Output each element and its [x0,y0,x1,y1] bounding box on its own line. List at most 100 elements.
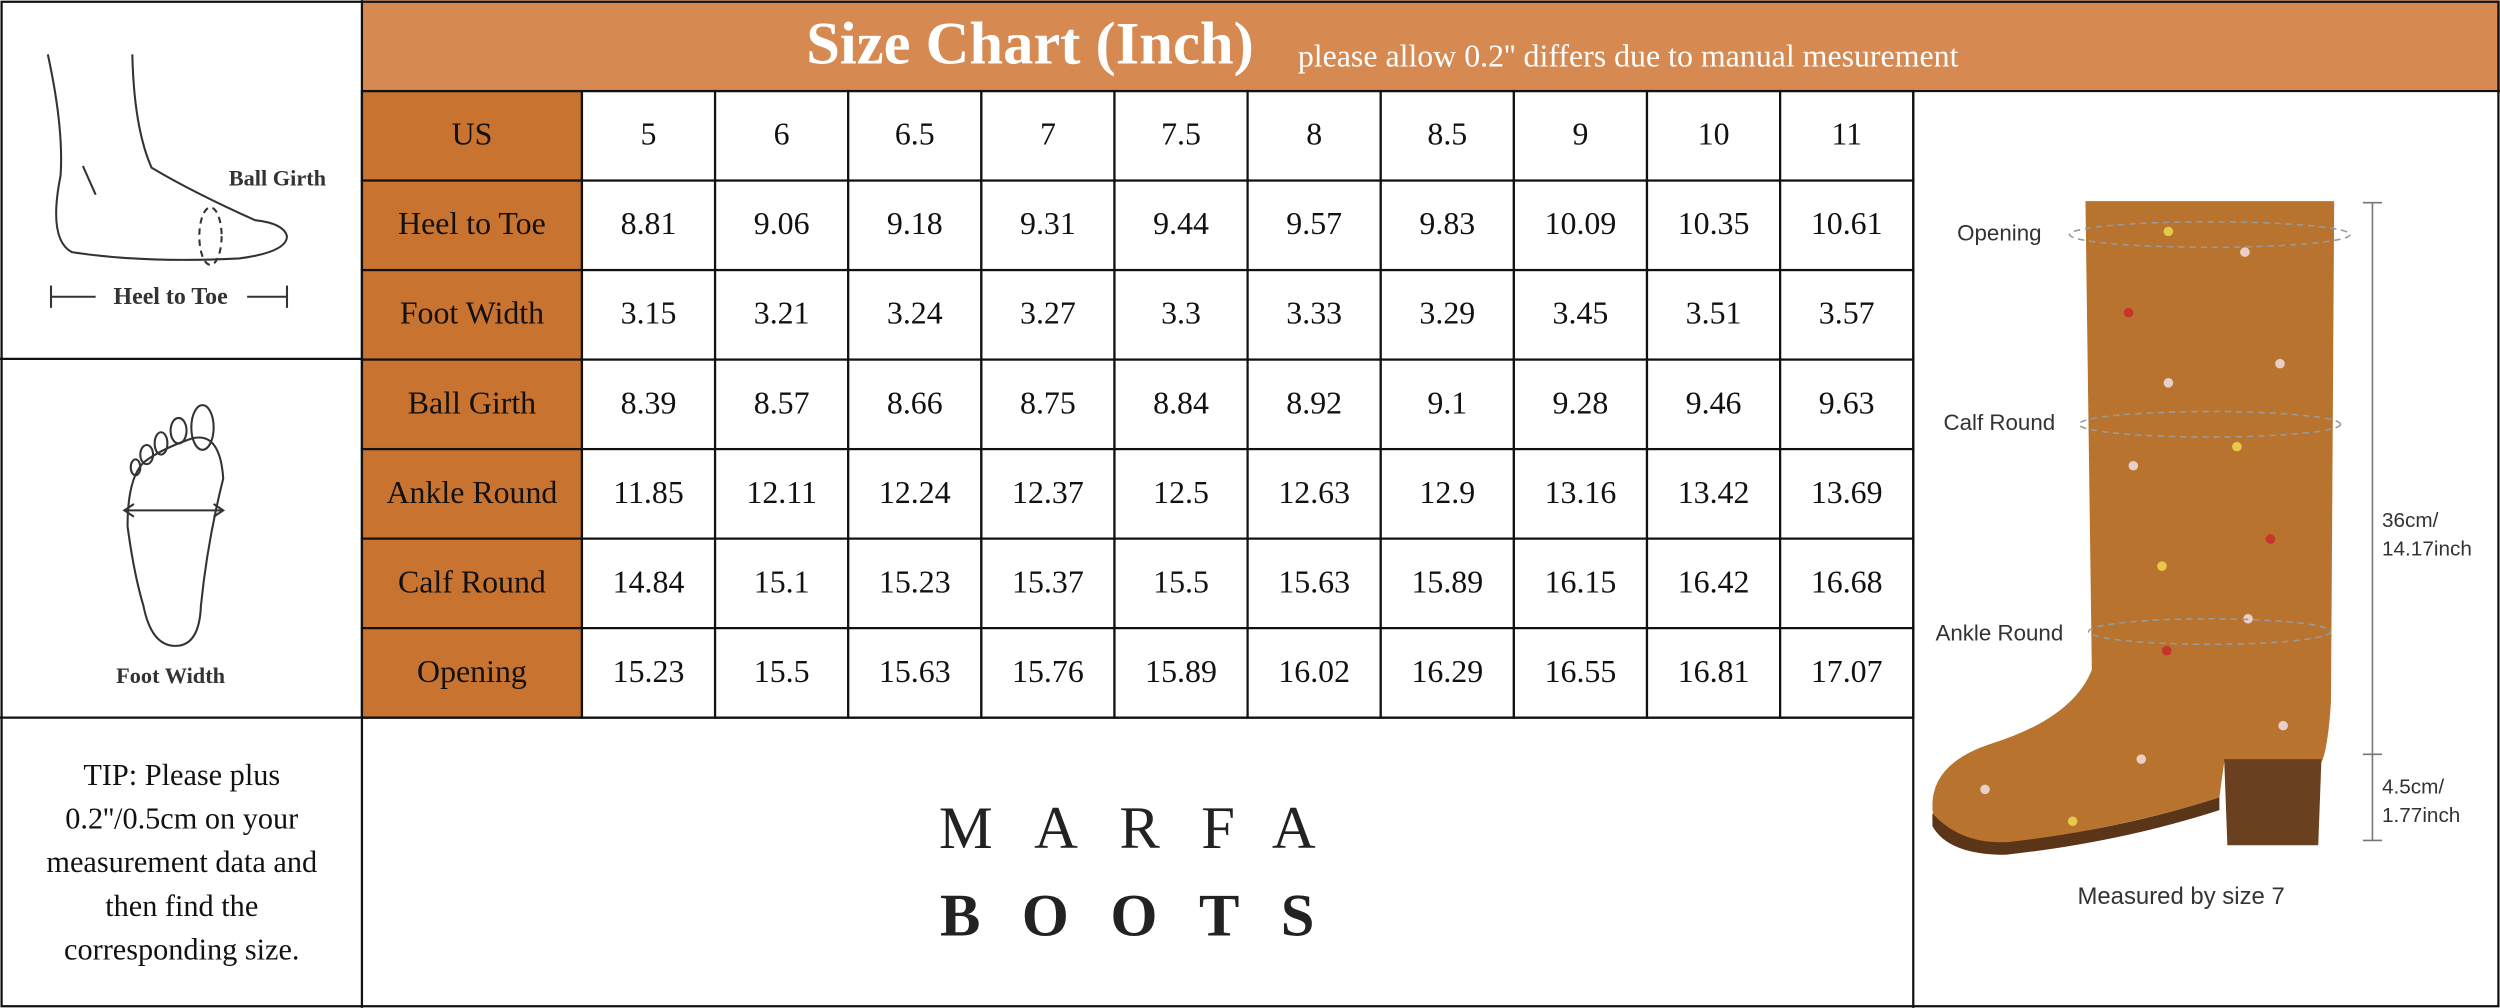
row-header-cell [360,537,584,630]
cell-value: 9.46 [1686,385,1742,420]
cell [1379,179,1515,272]
cell [713,179,850,272]
cell-value: 8.5 [1427,117,1467,152]
cell-value: 6 [774,117,790,152]
cell [713,268,850,361]
cell-value: 8.66 [887,385,943,420]
cell-value: 8.57 [754,385,810,420]
boot-shaft [1932,201,2335,846]
foot-side-drawing [46,54,289,308]
cell [713,627,850,719]
cell-value: 3.51 [1686,296,1742,331]
boot-heel [2224,759,2322,846]
cell-value: 3.45 [1553,296,1609,331]
foot-width-label: Foot Width [116,663,225,688]
row-header-cell [360,358,584,451]
cell [847,537,983,630]
header-bar [361,0,2500,92]
cell-value: 12.37 [1012,475,1084,510]
cell-value: 13.42 [1678,475,1750,510]
height-label: 14.17inch [2382,538,2472,561]
cell-value: 15.5 [754,654,810,689]
cell-value: 9.18 [887,206,943,241]
cell-value: 9.44 [1153,206,1209,241]
cell-value: 16.55 [1545,654,1617,689]
cell [1779,179,1915,272]
tip-line: TIP: Please plus [83,758,280,792]
cell-value: 12.63 [1278,475,1350,510]
cell [847,268,983,361]
cell-value: 12.9 [1419,475,1475,510]
cell [580,358,717,451]
cell [1246,358,1382,451]
cell [1379,358,1515,451]
cell-value: 11.85 [613,475,684,510]
row-header: Calf Round [398,564,546,599]
cell-value: 3.21 [754,296,810,331]
cell-value: 13.69 [1811,475,1883,510]
row-header: Ball Girth [408,385,536,420]
opening-label: Opening [1957,220,2041,245]
cell-value: 15.76 [1012,654,1084,689]
cell-value: 8.84 [1153,385,1209,420]
cell-value: 8.92 [1286,385,1342,420]
cell [580,627,717,719]
cell-value: 3.29 [1419,296,1475,331]
cell-value: 5 [641,117,657,152]
cell [1512,537,1649,630]
cell-value: 16.15 [1545,564,1617,599]
tip-line: measurement data and [46,845,317,879]
foot-bottom-drawing [122,404,226,647]
cell-value: 15.89 [1145,654,1217,689]
cell-value: 16.02 [1278,654,1350,689]
cell-value: 14.84 [613,564,685,599]
size-table: US 5 6 6.5 7 7.5 8 8.5 9 10 11 Heel to Toe 8.81 9.06 9… [360,89,1915,719]
calf-round-label: Calf Round [1944,410,2056,435]
logo-line: BOOTS [940,883,1356,950]
cell-value: 6.5 [895,117,935,152]
cell [1779,358,1915,451]
row-header: Opening [417,654,527,689]
row-header: Foot Width [400,296,544,331]
cell [980,268,1116,361]
cell-value: 16.42 [1678,564,1750,599]
tip: TIP: Please plus 0.2''/0.5cm on your measu… [46,758,317,966]
title: Size Chart (Inch) [806,11,1254,78]
cell-value: 15.63 [879,654,951,689]
cell-value: 8.81 [621,206,677,241]
cell-value: 12.5 [1153,475,1209,510]
cell-value: 9.57 [1286,206,1342,241]
cell-value: 10 [1698,117,1730,152]
cell [847,447,983,540]
cell-value: 7.5 [1161,117,1201,152]
cell [1113,179,1249,272]
cell-value: 9.83 [1419,206,1475,241]
ankle-round-label: Ankle Round [1935,621,2063,646]
cell-value: 9.63 [1819,385,1875,420]
cell [980,537,1116,630]
cell [1379,89,1515,182]
cell [1379,447,1515,540]
cell-value: 3.33 [1286,296,1342,331]
cell-value: 3.27 [1020,296,1076,331]
cell [1113,537,1249,630]
cell-value: 3.3 [1161,296,1201,331]
cell [1512,179,1649,272]
cell-value: 9.06 [754,206,810,241]
row-header: Ankle Round [386,475,557,510]
cell [847,89,983,182]
cell-value: 17.07 [1811,654,1883,689]
cell [1379,627,1515,719]
cell [1645,179,1782,272]
boot-image [1932,201,2383,855]
cell [1512,89,1649,182]
cell-value: 16.29 [1411,654,1483,689]
tip-line: then find the [105,889,258,923]
height-label: 36cm/ [2382,509,2439,532]
cell-value: 10.09 [1545,206,1617,241]
cell-value: 13.16 [1545,475,1617,510]
cell-value: 9.1 [1427,385,1467,420]
cell-value: 3.57 [1819,296,1875,331]
